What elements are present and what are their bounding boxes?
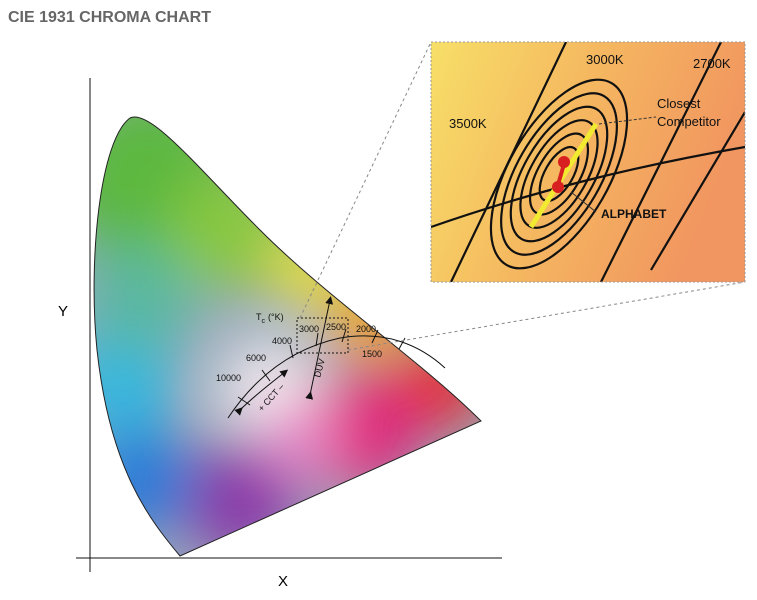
- x-label: X: [278, 573, 288, 590]
- inset: 3000K 2700K 3500K Closest Competitor ALP…: [430, 41, 746, 283]
- inset-view: 3000K 2700K 3500K Closest Competitor ALP…: [431, 42, 745, 282]
- planck-locus: [227, 296, 446, 419]
- isotherm-label: 2700K: [693, 56, 731, 71]
- isotherm-label: 3000K: [586, 52, 624, 67]
- competitor-label: Competitor: [657, 114, 721, 129]
- tc-unit: (°K): [268, 312, 284, 322]
- temp: 4000: [272, 336, 292, 346]
- title: CIE 1931 CHROMA CHART: [8, 9, 211, 26]
- product-label: ALPHABET: [601, 207, 667, 221]
- tc-main: T: [256, 312, 262, 322]
- axes: [76, 78, 502, 572]
- duv-label: DUV: [312, 358, 327, 379]
- temp: 2000: [356, 324, 376, 334]
- isotherm-label: 3500K: [449, 116, 487, 131]
- competitor-label: Closest: [657, 96, 701, 111]
- temp: 3000: [299, 324, 319, 334]
- temp: 10000: [216, 373, 241, 383]
- y-label: Y: [58, 303, 68, 320]
- tc-label: Tc (°K): [256, 312, 284, 325]
- temp: 6000: [246, 353, 266, 363]
- temp: 2500: [326, 322, 346, 332]
- zoom-lines: [299, 41, 746, 351]
- gamut-outline: [93, 116, 482, 557]
- temp: 1500: [362, 349, 382, 359]
- tc-sub: c: [262, 318, 266, 325]
